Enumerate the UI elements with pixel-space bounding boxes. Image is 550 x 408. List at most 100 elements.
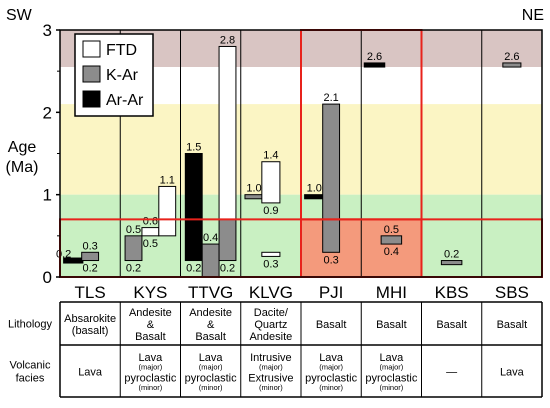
bar-value-label: 1.4: [263, 150, 278, 162]
table-row-label: facies: [16, 373, 45, 385]
table-row-label: Volcanic: [10, 360, 51, 372]
table-cell-text: Andesite: [189, 307, 232, 319]
table-cell-text: (major): [380, 363, 404, 372]
bar-value-label: 1.0: [246, 183, 261, 195]
y-axis-label: (Ma): [6, 159, 39, 176]
category-label-kbs: KBS: [435, 283, 469, 302]
table-cell-text: Extrusive: [248, 373, 293, 385]
bar-pji-k-ar-13: [322, 103, 341, 253]
bar-klvg-ftd-11: [261, 251, 281, 257]
legend-swatch-ftd: [82, 40, 101, 58]
y-axis-label: Age: [8, 139, 37, 156]
bar-pji-ar-ar-12: [304, 194, 325, 200]
table-cell-text: (basalt): [72, 325, 109, 337]
bar-value-label: 0.5: [384, 224, 399, 236]
table-cell-text: Basalt: [195, 331, 226, 343]
bar-value-label: 2.1: [323, 92, 338, 104]
legend-label: FTD: [106, 42, 137, 59]
category-label-pji: PJI: [319, 283, 344, 302]
category-label-sbs: SBS: [495, 283, 529, 302]
table-cell-text: Lava: [500, 367, 525, 379]
bar-value-label: 2.6: [504, 51, 519, 63]
bar-kys-ftd-4: [158, 185, 177, 237]
table-cell-text: Basalt: [135, 331, 166, 343]
y-tick-label: 2: [43, 103, 52, 122]
table-cell-text: Andesite: [129, 307, 172, 319]
table-cell-text: Lava: [379, 352, 404, 364]
table-cell-text: Intrusive: [250, 352, 292, 364]
bar-value-label: 0.5: [126, 224, 141, 236]
table-cell-text: (major): [259, 363, 283, 372]
bar-ttvg-ar-ar-5: [184, 153, 203, 262]
table-cell-text: Lava: [138, 352, 163, 364]
bar-value-label: 0.4: [384, 246, 399, 258]
bar-sbs-k-ar-17: [502, 62, 522, 68]
bar-value-label: 2.6: [367, 51, 382, 63]
bar-value-label: 0.2: [186, 263, 201, 275]
legend-label: Ar-Ar: [106, 92, 144, 109]
bar-value-label: 0.2: [444, 249, 459, 261]
table-cell-text: Basalt: [436, 319, 467, 331]
orientation-right-label: NE: [522, 7, 544, 24]
table-cell-text: Basalt: [497, 319, 528, 331]
bar-value-label: 0.9: [263, 205, 278, 217]
bar-ttvg-ftd-7: [218, 45, 237, 220]
table-cell-text: Lava: [319, 352, 344, 364]
category-label-ttvg: TTVG: [188, 283, 233, 302]
table-cell-text: &: [147, 319, 155, 331]
legend-swatch-ar-ar: [82, 90, 101, 108]
table-cell-text: (major): [319, 363, 343, 372]
y-tick-label: 0: [43, 268, 52, 287]
bar-value-label: 0.3: [323, 254, 338, 266]
bar-ttvg-k-ar-8: [218, 218, 237, 262]
bar-value-label: 0.2: [82, 263, 97, 275]
table-cell-text: (minor): [199, 383, 223, 392]
bar-value-label: 0.2: [126, 263, 141, 275]
category-label-mhi: MHI: [376, 283, 407, 302]
table-cell-text: pyroclastic: [124, 373, 176, 385]
bar-value-label: 0.3: [263, 258, 278, 270]
bar-klvg-k-ar-9: [244, 194, 264, 200]
bar-value-label: 0.4: [203, 232, 218, 244]
table-cell-text: —: [446, 367, 457, 379]
legend-label: K-Ar: [106, 67, 139, 84]
table-cell-text: Basalt: [376, 319, 407, 331]
bar-kys-k-ar-2: [124, 235, 143, 262]
category-label-tls: TLS: [75, 283, 106, 302]
table-cell-text: Basalt: [316, 319, 347, 331]
bar-value-label: 0.2: [220, 263, 235, 275]
legend-swatch-k-ar: [82, 65, 101, 83]
bar-kys-ftd-3: [141, 227, 160, 237]
table-cell-text: (minor): [139, 383, 163, 392]
table-cell-text: Lava: [78, 367, 103, 379]
category-label-klvg: KLVG: [249, 283, 293, 302]
table-cell-text: Absarokite: [64, 313, 116, 325]
table-cell-text: Quartz: [254, 319, 287, 331]
bar-value-label: 1.5: [186, 142, 201, 154]
bar-mhi-ar-ar-14: [363, 62, 386, 68]
bar-value-label: 0.6: [143, 216, 158, 228]
bar-value-label: 0.5: [143, 238, 158, 250]
table-cell-text: Dacite/: [254, 307, 289, 319]
table-cell-text: (major): [139, 363, 163, 372]
table-cell-text: Lava: [199, 352, 224, 364]
bar-ttvg-k-ar-6: [201, 243, 220, 278]
table-cell-text: (minor): [319, 383, 343, 392]
bar-value-label: 0.2: [56, 249, 71, 261]
table-cell-text: (minor): [259, 383, 283, 392]
bar-tls-k-ar-1: [81, 251, 100, 262]
y-tick-label: 3: [43, 21, 52, 40]
bar-value-label: 2.8: [220, 34, 235, 46]
bar-value-label: 1.0: [307, 183, 322, 195]
table-cell-text: pyroclastic: [365, 373, 417, 385]
bar-value-label: 0.3: [82, 240, 97, 252]
y-tick-label: 1: [43, 186, 52, 205]
table-cell-text: (major): [199, 363, 223, 372]
table-cell-text: (minor): [380, 383, 404, 392]
table-cell-text: pyroclastic: [305, 373, 357, 385]
table-row-label: Lithology: [8, 319, 53, 331]
category-label-kys: KYS: [133, 283, 167, 302]
bar-klvg-ftd-10: [261, 161, 281, 204]
table-cell-text: Andesite: [249, 331, 292, 343]
